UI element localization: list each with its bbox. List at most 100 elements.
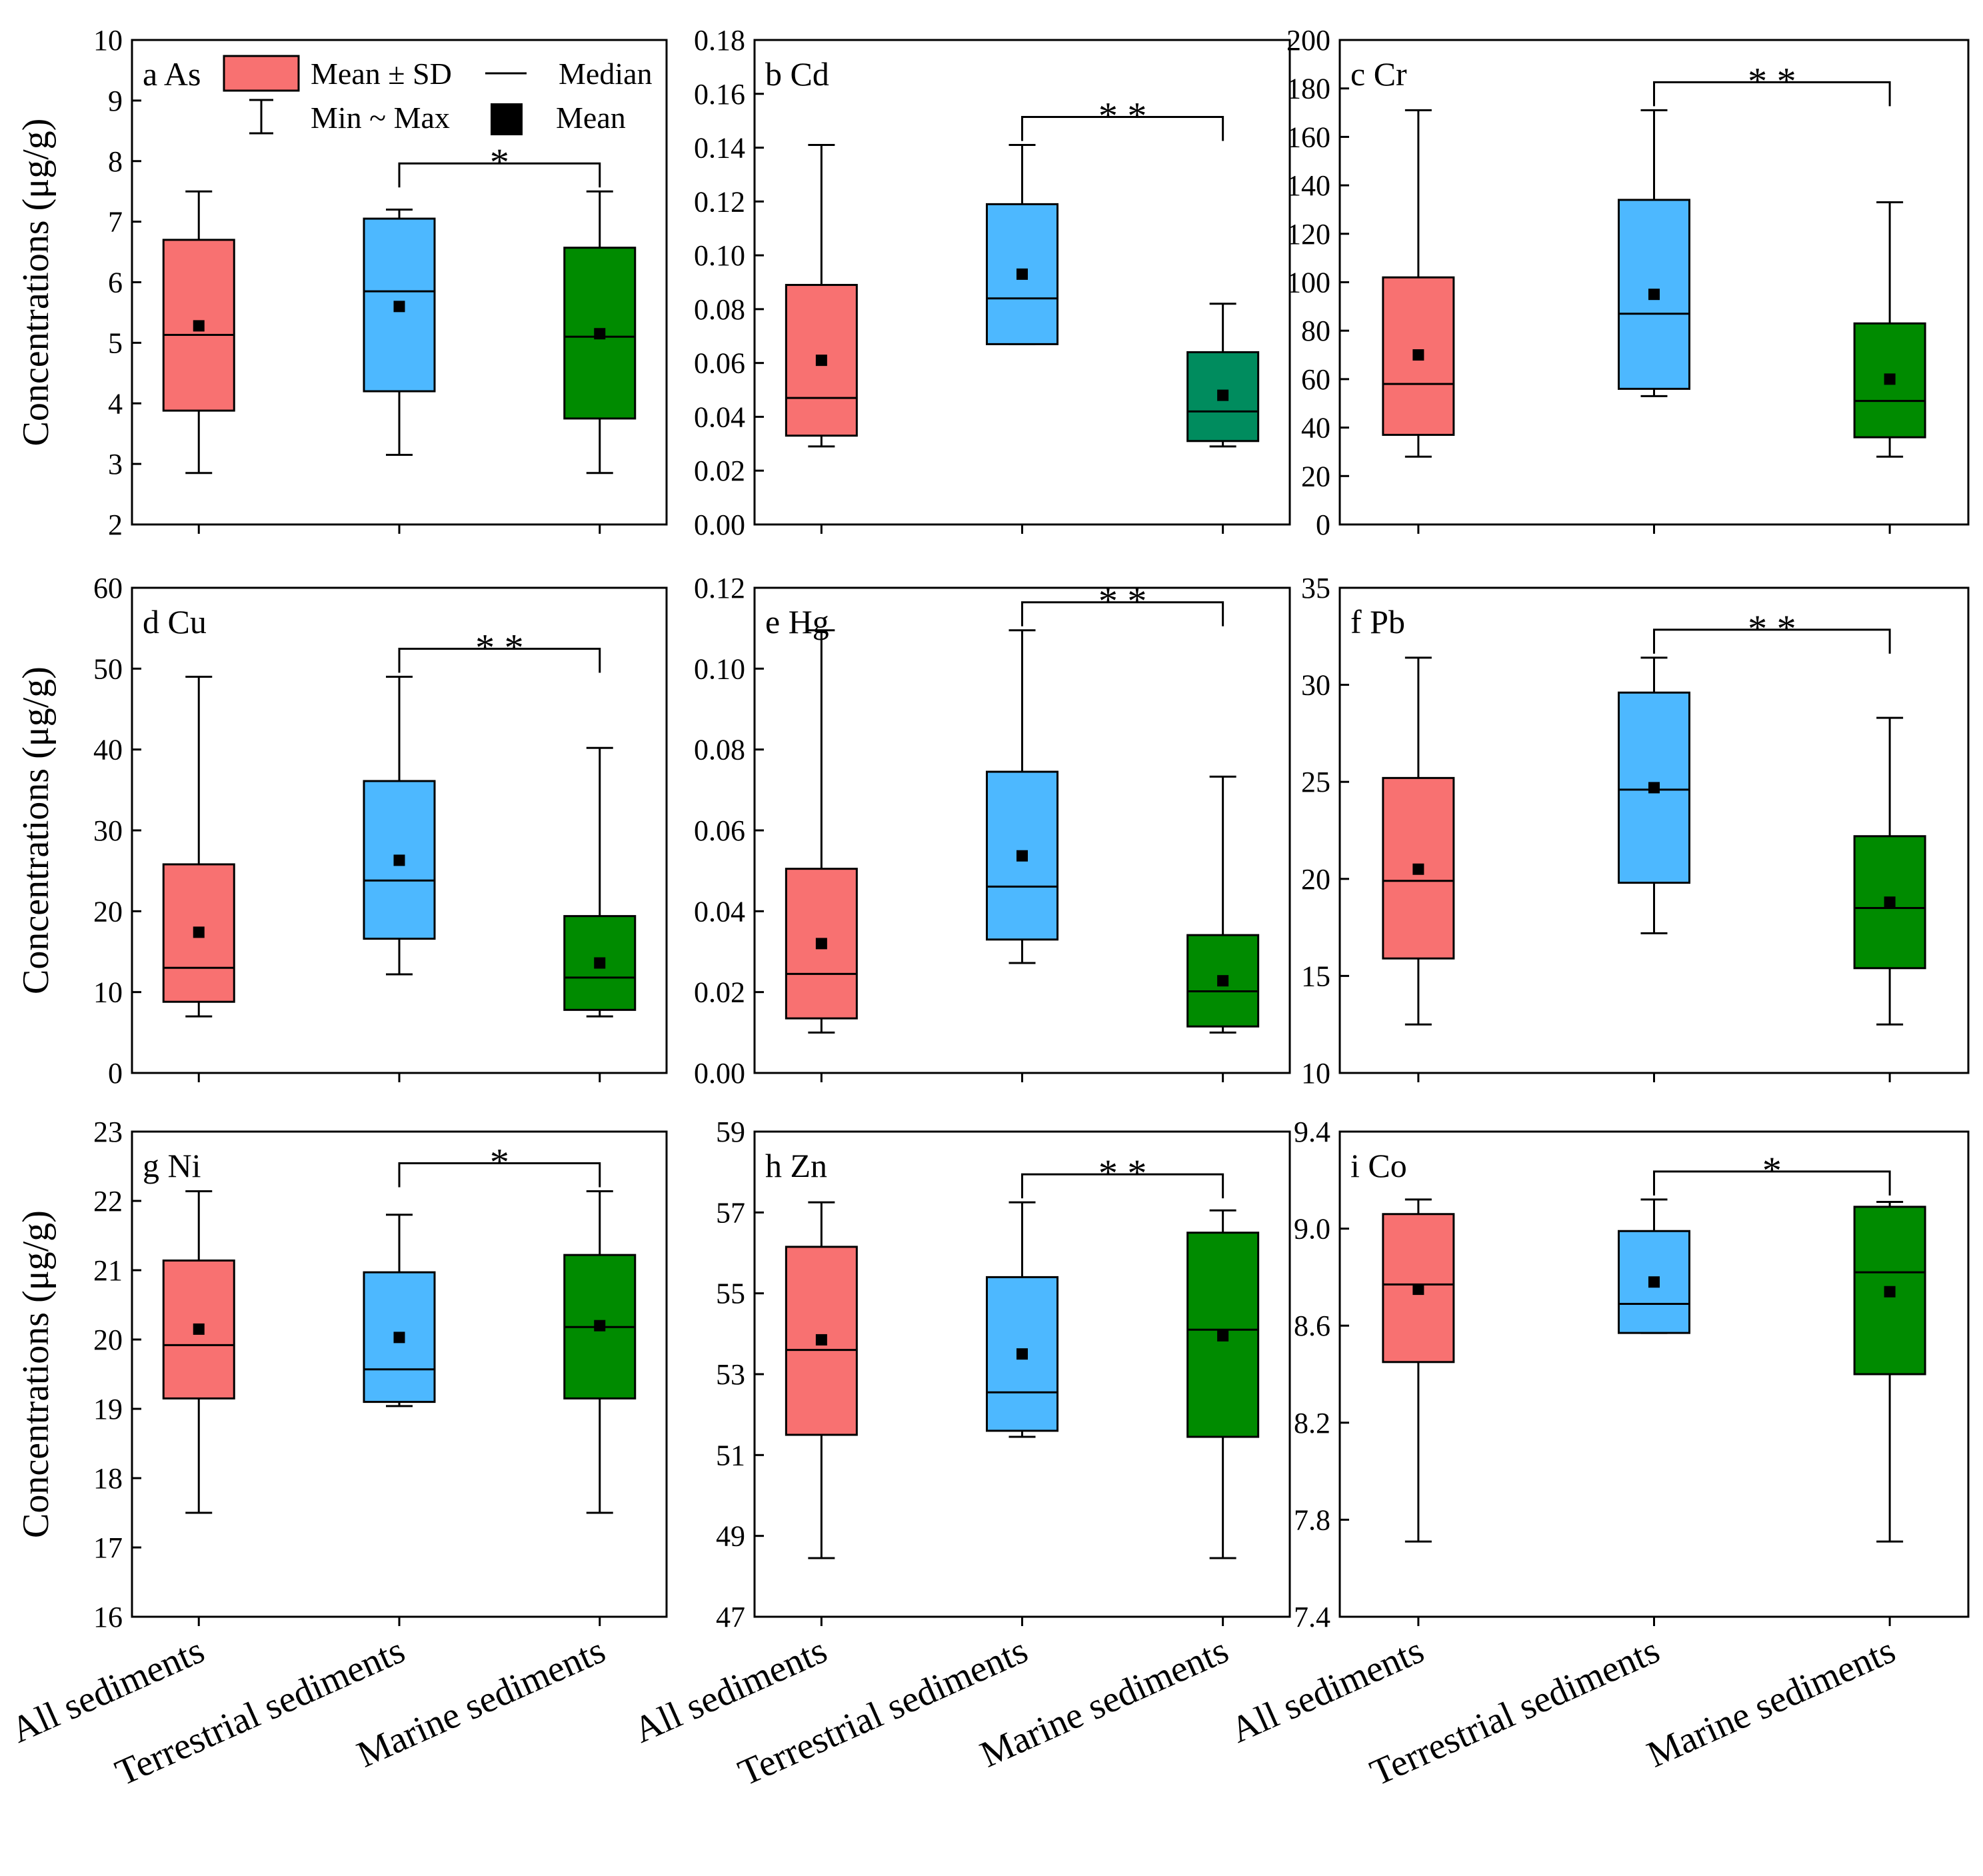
legend: Mean ± SD Median Min ~ Max Mean <box>223 55 653 135</box>
panel-a-as-ytick-label: 5 <box>108 327 123 359</box>
panel-a-as: 2 3 4 5 6 7 8 9 10 a As * <box>93 24 668 541</box>
panel-c-cr-ytick-label: 180 <box>1286 73 1330 105</box>
panel-i-co-marine-sediments-mean-marker <box>1884 1286 1896 1298</box>
panel-c-cr-ytick-label: 0 <box>1316 508 1330 541</box>
panel-c-cr-terrestrial-sediments-mean-marker <box>1648 289 1660 301</box>
panel-e-hg-ytick-label: 0.04 <box>694 895 745 928</box>
panel-e-hg-significance: * * <box>1021 580 1224 626</box>
panel-b-cd-significance: * * <box>1021 95 1224 141</box>
panel-e-hg-significance-marker: * * <box>1098 580 1147 623</box>
panel-i-co-ytick-label: 7.4 <box>1294 1601 1330 1633</box>
panel-d-cu-ytick-label: 60 <box>93 572 123 604</box>
panel-f-pb-ytick-label: 25 <box>1301 766 1330 798</box>
panel-f-pb-marine-sediments-mean-marker <box>1884 896 1896 908</box>
panel-h-zn-terrestrial-sediments-mean-marker <box>1016 1348 1028 1360</box>
panel-c-cr-ytick-label: 140 <box>1286 169 1330 202</box>
panel-b-cd-terrestrial-sediments-mean-marker <box>1016 268 1028 280</box>
panel-d-cu-all-sediments-mean-marker <box>193 926 205 938</box>
panel-f-pb-significance-marker: * * <box>1748 607 1796 650</box>
panel-b-cd-marine-sediments-box <box>1186 303 1260 448</box>
panel-a-as-terrestrial-sediments-box <box>363 208 436 456</box>
panel-i-co-ytick-label: 8.6 <box>1294 1310 1330 1342</box>
panel-f-pb: 10 15 20 25 30 35 f Pb * * <box>1301 572 1970 1090</box>
panel-f-pb-ytick-label: 35 <box>1301 572 1330 604</box>
legend-mean-marker <box>491 103 523 135</box>
panel-h-zn-ytick-label: 47 <box>716 1601 745 1633</box>
panel-a-as-ytick-label: 3 <box>108 448 123 480</box>
panel-h-zn-ytick-label: 57 <box>716 1196 745 1229</box>
panel-b-cd-marine-sediments-mean-marker <box>1217 389 1229 401</box>
panel-i-co-significance: * <box>1653 1149 1891 1196</box>
panel-a-as-significance-bracket <box>398 162 601 188</box>
panel-i-co-all-sediments-mean-marker <box>1412 1284 1424 1296</box>
panel-a-as-ytick-label: 10 <box>93 24 123 57</box>
panel-b-cd-ytick-label: 0.14 <box>694 132 745 165</box>
panel-b-cd-ytick-label: 0.16 <box>694 78 745 111</box>
panel-f-pb-all-sediments-box <box>1382 656 1455 1026</box>
panel-b-cd-label: b Cd <box>765 55 829 93</box>
panel-e-hg-terrestrial-sediments-sd-box <box>986 770 1058 941</box>
panel-i-co: 7.4 7.8 8.2 8.6 9.0 9.4 i Co * <box>1294 1116 1970 1633</box>
panel-e-hg-terrestrial-sediments-box <box>986 629 1058 964</box>
panel-g-ni-ytick-label: 18 <box>93 1462 123 1495</box>
panel-d-cu-label: d Cu <box>143 603 207 640</box>
panel-c-cr-label: c Cr <box>1350 55 1407 93</box>
panel-g-ni-significance-marker: * <box>490 1140 509 1184</box>
panel-d-cu: 0 10 20 30 40 50 60 d Cu * * <box>93 572 668 1090</box>
panel-i-co-significance-marker: * <box>1762 1149 1782 1192</box>
panel-a-as-terrestrial-sediments-mean-marker <box>393 301 405 313</box>
panel-d-cu-significance-marker: * * <box>475 626 524 669</box>
panel-f-pb-ytick-label: 10 <box>1301 1057 1330 1090</box>
panel-d-cu-marine-sediments-mean-marker <box>594 957 606 969</box>
panel-b-cd-ytick-label: 0.08 <box>694 293 745 326</box>
panel-d-cu-ytick-label: 40 <box>93 734 123 766</box>
panel-f-pb-marine-sediments-sd-box <box>1853 835 1926 970</box>
panel-i-co-terrestrial-sediments-box <box>1618 1198 1690 1334</box>
panel-c-cr-all-sediments-box <box>1382 109 1455 458</box>
panel-d-cu-terrestrial-sediments-mean-marker <box>393 854 405 866</box>
panel-h-zn-label: h Zn <box>765 1147 827 1184</box>
panel-f-pb-ytick-label: 20 <box>1301 863 1330 896</box>
panel-c-cr-ytick-label: 20 <box>1301 460 1330 492</box>
y-axis-label: Concentrations (μg/g) <box>15 666 57 994</box>
panel-b-cd-all-sediments-mean-marker <box>815 355 827 367</box>
legend-whisker-label: Min ~ Max <box>311 101 450 135</box>
panel-c-cr-ytick-label: 200 <box>1286 24 1330 57</box>
panel-i-co-ytick-label: 8.2 <box>1294 1407 1330 1439</box>
panel-c-cr-ytick-label: 120 <box>1286 218 1330 251</box>
panel-f-pb-ytick-label: 15 <box>1301 960 1330 992</box>
panel-d-cu-ytick-label: 30 <box>93 814 123 847</box>
panel-g-ni-ytick-label: 16 <box>93 1601 123 1633</box>
panel-d-cu-marine-sediments-box <box>563 746 637 1018</box>
panel-a-as-significance: * <box>398 141 601 188</box>
panel-b-cd-significance-marker: * * <box>1098 95 1147 138</box>
panel-c-cr-significance: * * <box>1653 59 1891 107</box>
panel-f-pb-significance: * * <box>1653 607 1891 654</box>
panel-g-ni-ytick-label: 20 <box>93 1324 123 1356</box>
panel-a-as-ytick-label: 8 <box>108 145 123 178</box>
panel-b-cd-ytick-label: 0.06 <box>694 347 745 380</box>
panel-h-zn-terrestrial-sediments-box <box>986 1201 1058 1438</box>
panel-e-hg-marine-sediments-box <box>1186 775 1260 1034</box>
panel-c-cr-marine-sediments-mean-marker <box>1884 373 1896 385</box>
panel-c-cr-all-sediments-mean-marker <box>1412 349 1424 361</box>
legend-median-label: Median <box>559 57 653 91</box>
panel-d-cu-terrestrial-sediments-box <box>363 675 436 976</box>
panel-i-co-label: i Co <box>1350 1147 1407 1184</box>
panel-h-zn: 47 49 51 53 55 57 59 h Zn * * <box>716 1116 1291 1633</box>
panel-a-as-significance-marker: * <box>490 141 509 184</box>
y-axis-label: Concentrations (μg/g) <box>15 1210 57 1538</box>
panel-g-ni-significance-bracket <box>398 1162 601 1188</box>
panel-g-ni-label: g Ni <box>143 1147 201 1184</box>
panel-e-hg-all-sediments-box <box>785 629 858 1034</box>
panel-h-zn-ytick-label: 49 <box>716 1520 745 1553</box>
panel-g-ni-marine-sediments-box <box>563 1190 637 1514</box>
panel-h-zn-ytick-label: 51 <box>716 1439 745 1471</box>
panel-i-co-terrestrial-sediments-mean-marker <box>1648 1276 1660 1288</box>
panel-b-cd-all-sediments-box <box>785 144 858 448</box>
panel-h-zn-significance-bracket <box>1021 1173 1224 1199</box>
panel-d-cu-all-sediments-box <box>162 675 235 1018</box>
panel-d-cu-ytick-label: 10 <box>93 976 123 1009</box>
